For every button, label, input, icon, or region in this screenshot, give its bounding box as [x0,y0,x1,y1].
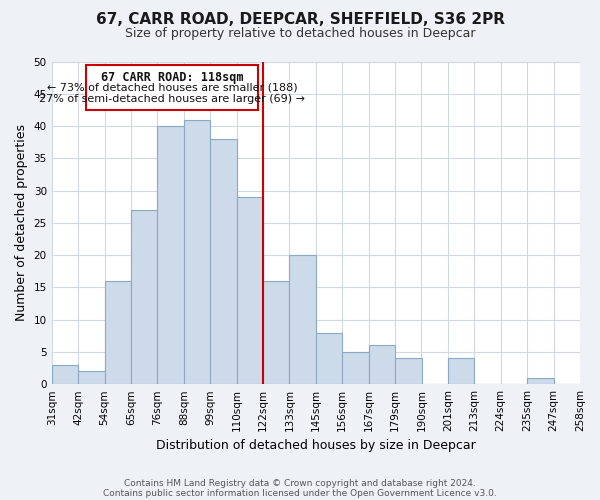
Bar [342,352,368,384]
Text: 67 CARR ROAD: 118sqm: 67 CARR ROAD: 118sqm [101,71,243,84]
Bar [448,358,475,384]
FancyBboxPatch shape [86,64,258,110]
Bar [368,346,395,384]
Bar [289,255,316,384]
Bar [104,281,131,384]
Bar [395,358,421,384]
Bar [527,378,554,384]
Text: Contains HM Land Registry data © Crown copyright and database right 2024.: Contains HM Land Registry data © Crown c… [124,478,476,488]
Text: ← 73% of detached houses are smaller (188): ← 73% of detached houses are smaller (18… [47,83,297,93]
Bar [131,210,157,384]
Bar [210,139,236,384]
Bar [157,126,184,384]
Text: 67, CARR ROAD, DEEPCAR, SHEFFIELD, S36 2PR: 67, CARR ROAD, DEEPCAR, SHEFFIELD, S36 2… [95,12,505,28]
Text: 27% of semi-detached houses are larger (69) →: 27% of semi-detached houses are larger (… [39,94,305,104]
Y-axis label: Number of detached properties: Number of detached properties [15,124,28,322]
Bar [52,365,78,384]
Text: Contains public sector information licensed under the Open Government Licence v3: Contains public sector information licen… [103,488,497,498]
X-axis label: Distribution of detached houses by size in Deepcar: Distribution of detached houses by size … [156,440,476,452]
Bar [263,281,289,384]
Bar [236,197,263,384]
Bar [78,372,104,384]
Text: Size of property relative to detached houses in Deepcar: Size of property relative to detached ho… [125,28,475,40]
Bar [184,120,210,384]
Bar [316,332,342,384]
